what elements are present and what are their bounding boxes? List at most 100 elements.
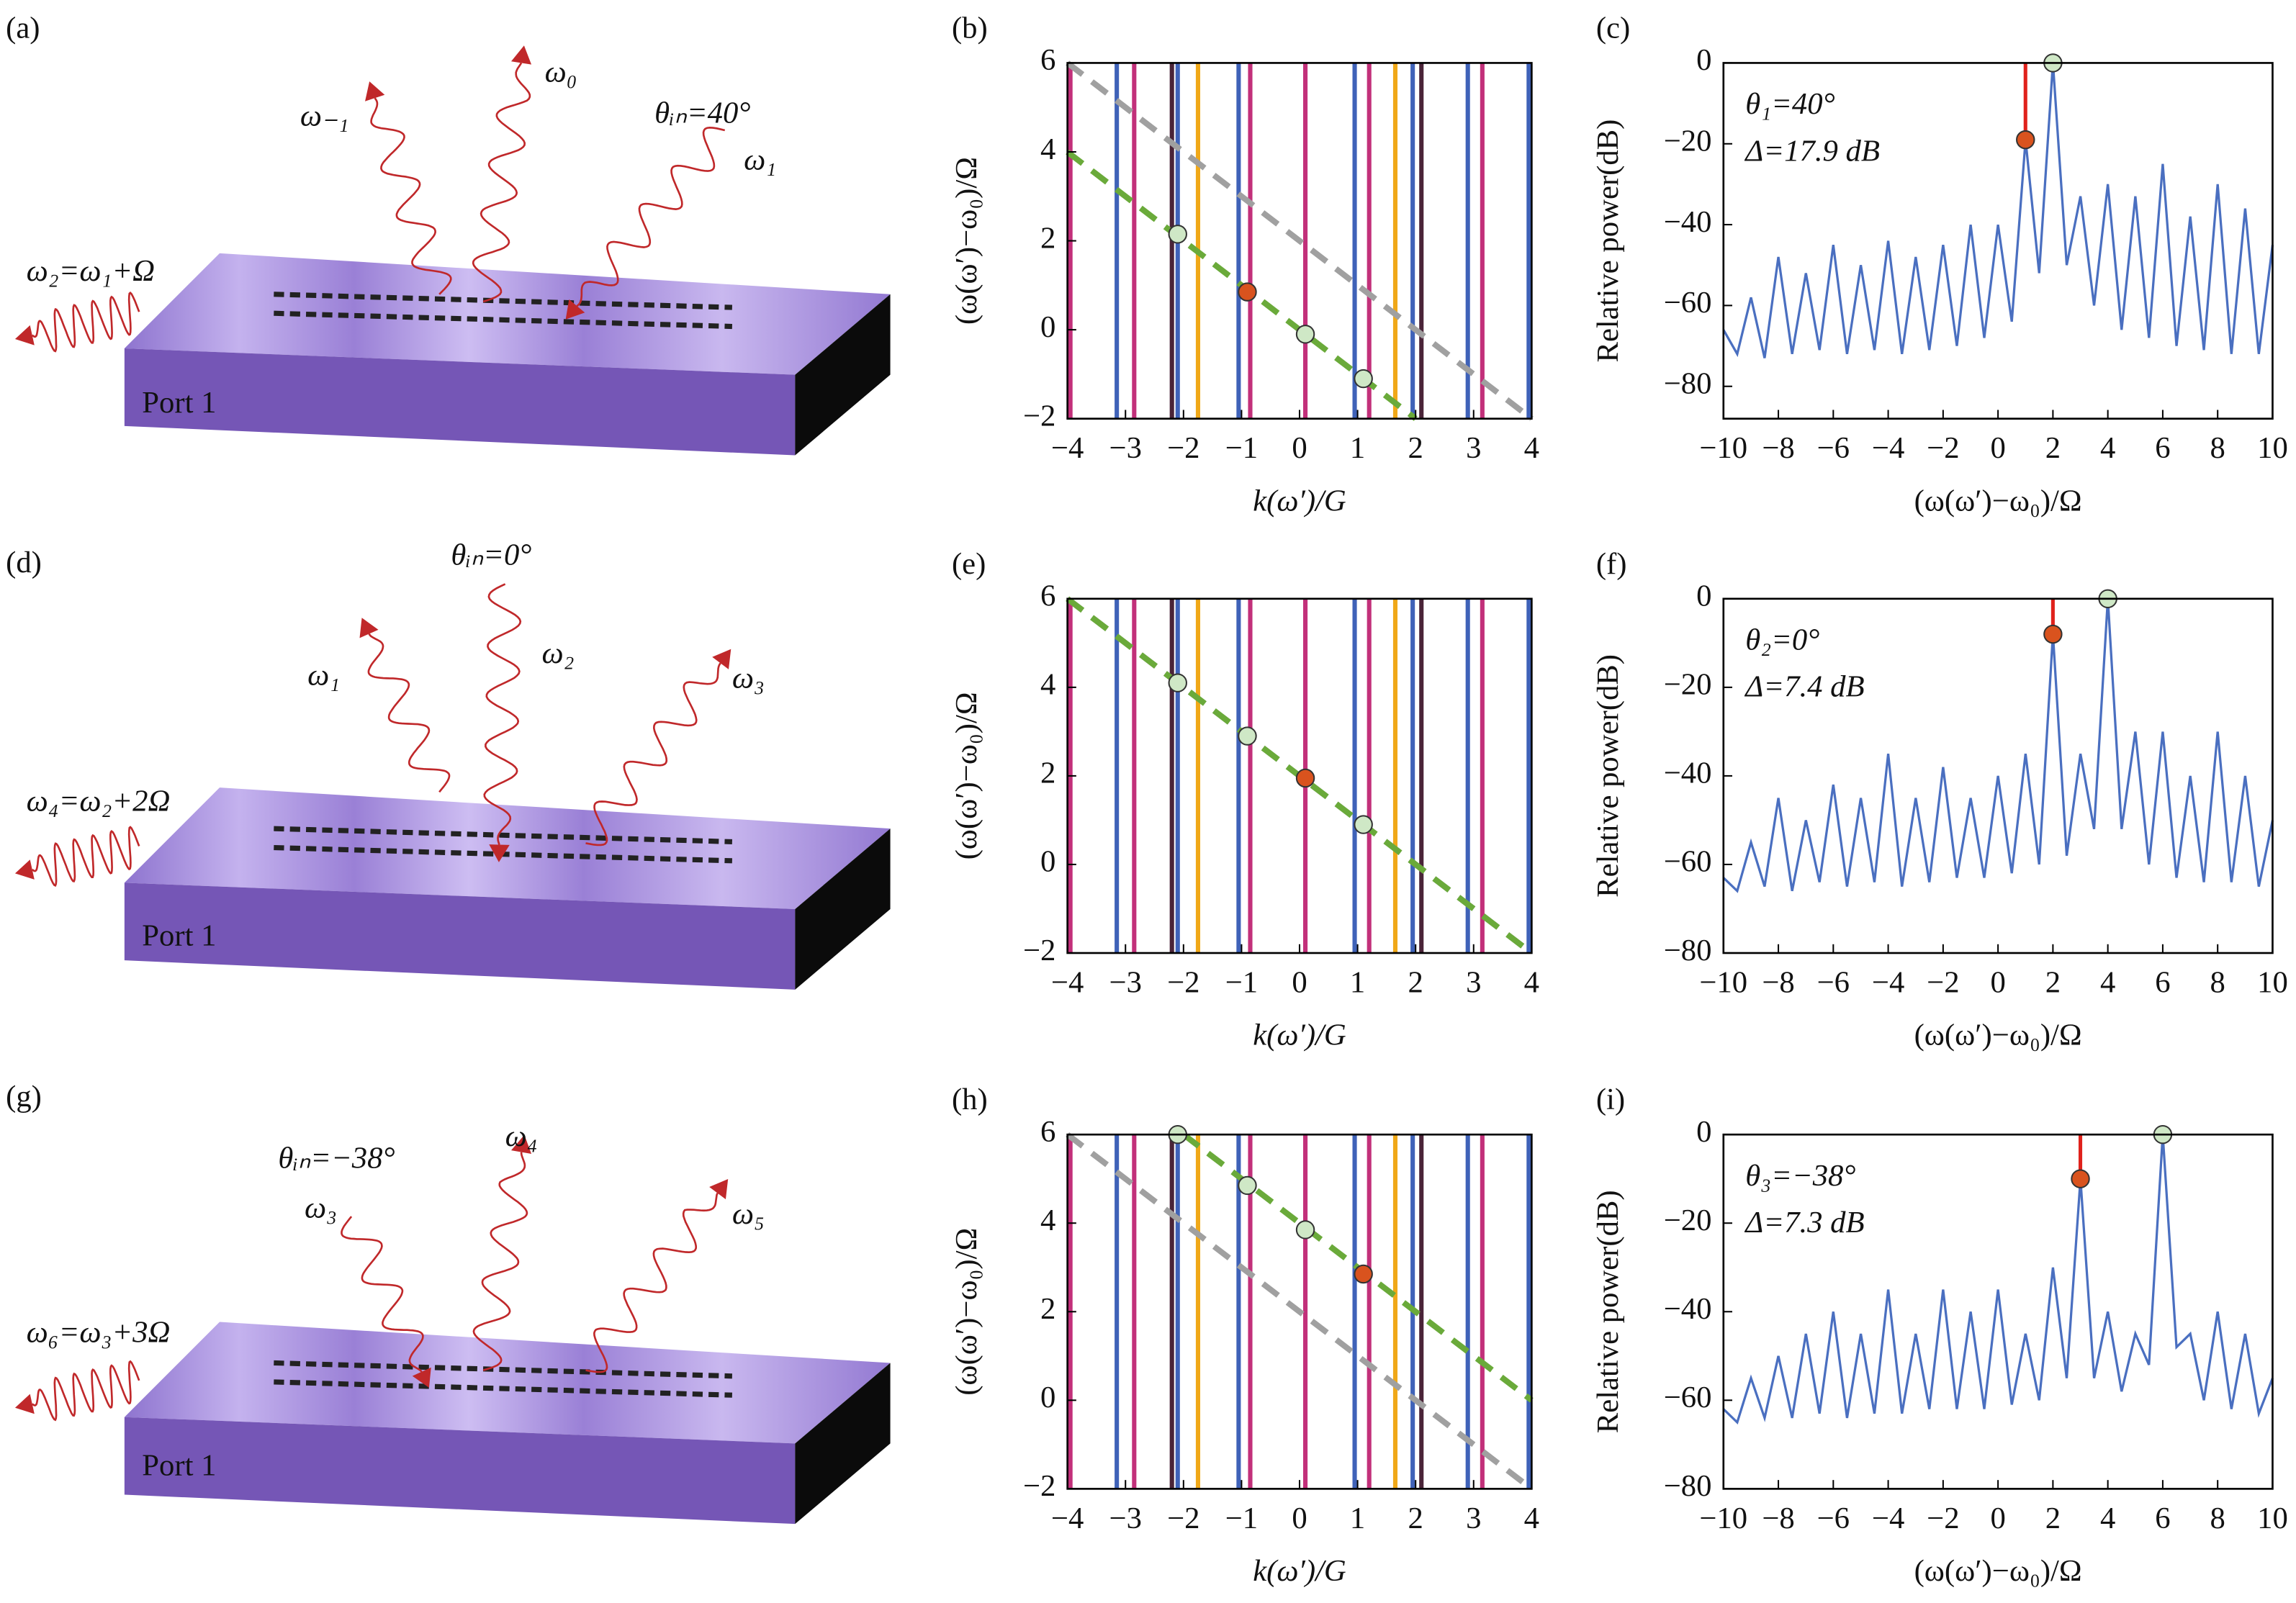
marker bbox=[2043, 624, 2063, 644]
x-tick-label: −4 bbox=[1051, 431, 1084, 465]
marker bbox=[1295, 1220, 1315, 1239]
slab-side bbox=[795, 1363, 891, 1525]
x-tick-label: 0 bbox=[1292, 431, 1307, 465]
schematic-label: ω₁ bbox=[307, 658, 340, 692]
y-tick-label: −2 bbox=[1023, 399, 1055, 433]
schematic-label: ω₃ bbox=[732, 661, 765, 695]
y-axis-label: (ω(ω′)−ω₀)/Ω bbox=[950, 157, 983, 325]
x-tick-label: 10 bbox=[2257, 966, 2288, 1000]
panel-label: (d) bbox=[6, 546, 42, 579]
light-wave bbox=[472, 62, 531, 303]
y-axis-label: Relative power(dB) bbox=[1591, 1190, 1625, 1433]
x-tick-label: −8 bbox=[1762, 966, 1794, 1000]
panel-label: (e) bbox=[952, 547, 986, 581]
y-tick-label: 2 bbox=[1040, 757, 1055, 790]
y-tick-label: 4 bbox=[1040, 1204, 1055, 1237]
schematic-label: ω₂ bbox=[542, 636, 575, 670]
x-tick-label: 6 bbox=[2155, 431, 2170, 465]
marker bbox=[2071, 1169, 2090, 1188]
x-tick-label: −1 bbox=[1225, 431, 1258, 465]
annotation: θ₃=−38° bbox=[1745, 1159, 1855, 1193]
arrow-head bbox=[365, 81, 385, 101]
light-wave bbox=[483, 583, 522, 845]
schematic-label: ω₆=ω₃+3Ω bbox=[27, 1316, 171, 1350]
arrow-head bbox=[709, 1179, 729, 1200]
y-tick-label: 4 bbox=[1040, 132, 1055, 166]
light-wave bbox=[370, 97, 452, 295]
arrow-head bbox=[14, 325, 35, 346]
x-tick-label: 0 bbox=[1292, 966, 1307, 1000]
light-wave bbox=[341, 1216, 424, 1373]
spectrum-line bbox=[1722, 63, 2274, 358]
y-tick-label: −60 bbox=[1664, 1381, 1712, 1414]
x-tick-label: −4 bbox=[1051, 966, 1084, 1000]
marker bbox=[1238, 282, 1257, 302]
y-tick-label: 2 bbox=[1040, 1292, 1055, 1326]
x-tick-label: −3 bbox=[1109, 966, 1142, 1000]
chart: (c)−10 −8 −6 −4 −2 0 2 4 6 8 10−80−60−40−200(ω(ω′)… bbox=[1591, 12, 2288, 518]
dashed-line bbox=[1066, 60, 1534, 421]
x-tick-label: 0 bbox=[1990, 431, 2005, 465]
x-tick-label: −3 bbox=[1109, 431, 1142, 465]
light-wave bbox=[472, 1152, 528, 1371]
light-wave bbox=[585, 1193, 719, 1373]
spectrum-line bbox=[1722, 598, 2274, 893]
marker bbox=[1238, 726, 1257, 746]
arrow-head bbox=[565, 299, 585, 320]
x-tick-label: 8 bbox=[2210, 431, 2225, 465]
slab-front bbox=[124, 348, 796, 456]
y-tick-label: 4 bbox=[1040, 668, 1055, 702]
schematic-label: ω₀ bbox=[545, 55, 577, 89]
y-tick-label: −60 bbox=[1664, 845, 1712, 879]
x-axis-label: k(ω′)/G bbox=[1253, 1019, 1346, 1052]
x-tick-label: 4 bbox=[2100, 1502, 2115, 1535]
y-axis-label: (ω(ω′)−ω₀)/Ω bbox=[950, 1228, 983, 1396]
schematic-label: ω₁ bbox=[744, 143, 776, 177]
x-tick-label: −4 bbox=[1872, 966, 1904, 1000]
light-wave bbox=[576, 127, 726, 307]
y-tick-label: 0 bbox=[1040, 1381, 1055, 1414]
light-wave bbox=[367, 633, 451, 793]
waveguide-row bbox=[274, 826, 733, 844]
schematic-label: Port 1 bbox=[142, 918, 216, 952]
y-tick-label: −80 bbox=[1664, 367, 1712, 401]
y-tick-label: 6 bbox=[1040, 1115, 1055, 1149]
y-axis-label: (ω(ω′)−ω₀)/Ω bbox=[950, 692, 983, 859]
schematic-label: ω₅ bbox=[732, 1197, 765, 1231]
marker bbox=[1168, 673, 1187, 692]
x-tick-label: 2 bbox=[1408, 431, 1423, 465]
x-axis-label: k(ω′)/G bbox=[1253, 484, 1346, 518]
port-wave bbox=[31, 826, 140, 887]
marker bbox=[1295, 768, 1315, 788]
x-tick-label: 2 bbox=[1408, 966, 1423, 1000]
waveguide-row bbox=[274, 292, 733, 310]
x-tick-label: −10 bbox=[1699, 431, 1747, 465]
x-tick-label: −4 bbox=[1872, 431, 1904, 465]
marker bbox=[1354, 369, 1373, 389]
x-axis-label: (ω(ω′)−ω₀)/Ω bbox=[1914, 1554, 2082, 1588]
y-tick-label: −40 bbox=[1664, 205, 1712, 239]
schematic-label: ω₄=ω₂+2Ω bbox=[27, 784, 171, 818]
x-tick-label: 1 bbox=[1350, 1502, 1365, 1535]
schematic-label: ω₄ bbox=[505, 1119, 538, 1153]
y-tick-label: 0 bbox=[1040, 845, 1055, 879]
x-tick-label: 2 bbox=[2045, 1502, 2061, 1535]
y-tick-label: 6 bbox=[1040, 43, 1055, 77]
y-axis-label: Relative power(dB) bbox=[1591, 654, 1625, 898]
schematic-label: θᵢₙ=40° bbox=[654, 96, 750, 130]
x-tick-label: −10 bbox=[1699, 966, 1747, 1000]
x-tick-label: −6 bbox=[1817, 431, 1850, 465]
annotation: Δ=7.4 dB bbox=[1744, 670, 1864, 704]
light-wave bbox=[585, 662, 721, 846]
x-tick-label: 3 bbox=[1466, 966, 1481, 1000]
x-tick-label: 4 bbox=[1524, 966, 1539, 1000]
x-tick-label: 0 bbox=[1990, 966, 2005, 1000]
x-tick-label: 10 bbox=[2257, 1502, 2288, 1535]
x-tick-label: 6 bbox=[2155, 966, 2170, 1000]
x-tick-label: −6 bbox=[1817, 1502, 1850, 1535]
marker bbox=[1295, 325, 1315, 344]
chart: (f)−10 −8 −6 −4 −2 0 2 4 6 8 10−80−60−40−200(ω(ω′)… bbox=[1591, 547, 2288, 1052]
schematic-label: θᵢₙ=0° bbox=[451, 538, 531, 572]
x-tick-label: 10 bbox=[2257, 431, 2288, 465]
